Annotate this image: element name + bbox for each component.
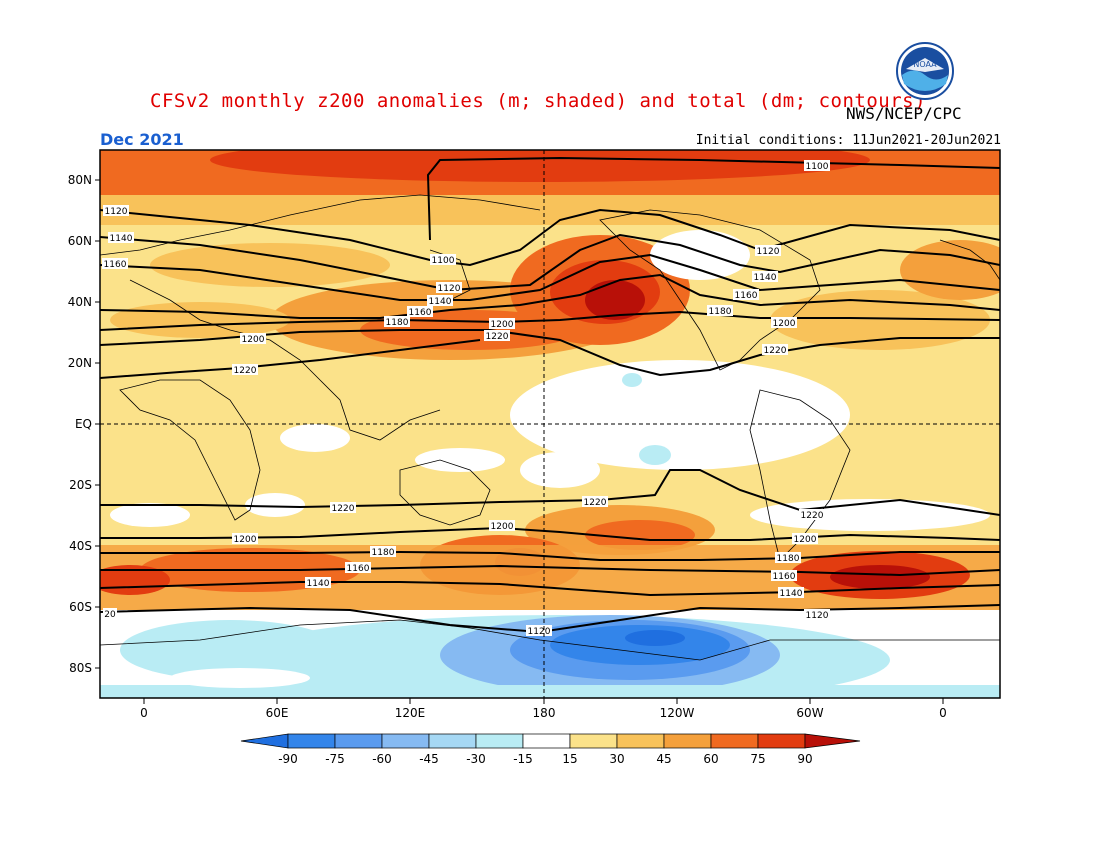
lon-label: 120W	[660, 706, 695, 720]
lon-label: 60E	[266, 706, 289, 720]
lat-label: 40N	[68, 295, 92, 309]
colorbar-label: 60	[703, 752, 718, 766]
colorbar-swatch	[616, 733, 665, 749]
contour-label: 1220	[486, 332, 509, 342]
colorbar-swatch	[475, 733, 524, 749]
noaa-logo-text: NOAA	[913, 60, 937, 69]
colorbar-swatch	[710, 733, 759, 749]
colorbar: -90 -75 -60 -45 -30 -15 15 30 45 60 75 9…	[240, 733, 861, 766]
contour-label: 1160	[104, 260, 127, 270]
colorbar-swatch	[287, 733, 336, 749]
colorbar-label: 15	[562, 752, 577, 766]
contour-label: 1160	[347, 564, 370, 574]
lon-label: 0	[939, 706, 947, 720]
contour-label: 1180	[386, 318, 409, 328]
contour-label: 20	[104, 610, 116, 620]
colorbar-label: -60	[372, 752, 392, 766]
lat-label: 20N	[68, 356, 92, 370]
colorbar-label: -75	[325, 752, 345, 766]
contour-label: 1120	[438, 284, 461, 294]
contour-label: 1180	[372, 548, 395, 558]
colorbar-label: 75	[750, 752, 765, 766]
init-conditions: Initial conditions: 11Jun2021-20Jun2021	[695, 133, 1001, 148]
coastlines	[100, 194, 1000, 661]
colorbar-label: 30	[609, 752, 624, 766]
month-label: Dec 2021	[100, 130, 184, 149]
contour-labels: 1100 1120 1140 1160 1100 1120 1140 1160 …	[102, 160, 830, 637]
colorbar-swatch	[663, 733, 712, 749]
colorbar-swatch	[757, 733, 806, 749]
colorbar-label: -90	[278, 752, 298, 766]
colorbar-swatch	[522, 733, 571, 749]
contour-label: 1140	[780, 589, 803, 599]
colorbar-label: -30	[466, 752, 486, 766]
lon-label: 60W	[796, 706, 823, 720]
lon-label: 120E	[395, 706, 426, 720]
height-contours	[100, 156, 1000, 634]
lat-label: 40S	[69, 539, 92, 553]
lon-axis: 0 60E 120E 180 120W 60W 0	[140, 698, 947, 720]
colorbar-label: -45	[419, 752, 439, 766]
lat-label: 60S	[69, 600, 92, 614]
contour-label: 1160	[409, 308, 432, 318]
lat-axis: 80N 60N 40N 20N EQ 20S 40S 60S 80S	[68, 173, 100, 675]
colorbar-label: 45	[656, 752, 671, 766]
lon-label: 180	[533, 706, 556, 720]
lat-label: 80S	[69, 661, 92, 675]
contour-label: 1120	[528, 627, 551, 637]
contour-label: 1140	[307, 579, 330, 589]
reference-lines	[100, 150, 1000, 698]
chart-title: CFSv2 monthly z200 anomalies (m; shaded)…	[150, 90, 927, 112]
colorbar-label: -15	[513, 752, 533, 766]
contour-label: 1180	[777, 554, 800, 564]
noaa-logo: NOAA	[896, 42, 954, 100]
contour-label: 1140	[754, 273, 777, 283]
colorbar-arrow-right	[804, 733, 861, 749]
contour-label: 1100	[432, 256, 455, 266]
contour-label: 1220	[801, 511, 824, 521]
lon-label: 0	[140, 706, 148, 720]
lat-label: 60N	[68, 234, 92, 248]
contour-label: 1200	[491, 522, 514, 532]
contour-label: 1180	[709, 307, 732, 317]
contour-label: 1200	[234, 535, 257, 545]
contour-label: 1220	[332, 504, 355, 514]
contour-label: 1160	[773, 572, 796, 582]
colorbar-swatch	[381, 733, 430, 749]
contour-label: 1220	[234, 366, 257, 376]
colorbar-label: 90	[797, 752, 812, 766]
contour-label: 1140	[110, 234, 133, 244]
contour-label: 1220	[584, 498, 607, 508]
contour-label: 1120	[806, 611, 829, 621]
contour-label: 1120	[105, 207, 128, 217]
lat-label: 20S	[69, 478, 92, 492]
lat-label: 80N	[68, 173, 92, 187]
contour-label: 1120	[757, 247, 780, 257]
contour-label: 1100	[806, 162, 829, 172]
colorbar-swatch	[428, 733, 477, 749]
contour-label: 1220	[764, 346, 787, 356]
contour-label: 1200	[491, 320, 514, 330]
contour-label: 1200	[242, 335, 265, 345]
contour-label: 1200	[794, 535, 817, 545]
lat-label: EQ	[75, 417, 92, 431]
colorbar-swatch	[569, 733, 618, 749]
colorbar-arrow-left	[240, 733, 289, 749]
contour-label: 1200	[773, 319, 796, 329]
contour-label: 1140	[429, 297, 452, 307]
org-label: NWS/NCEP/CPC	[846, 104, 962, 123]
contour-label: 1160	[735, 291, 758, 301]
colorbar-swatch	[334, 733, 383, 749]
